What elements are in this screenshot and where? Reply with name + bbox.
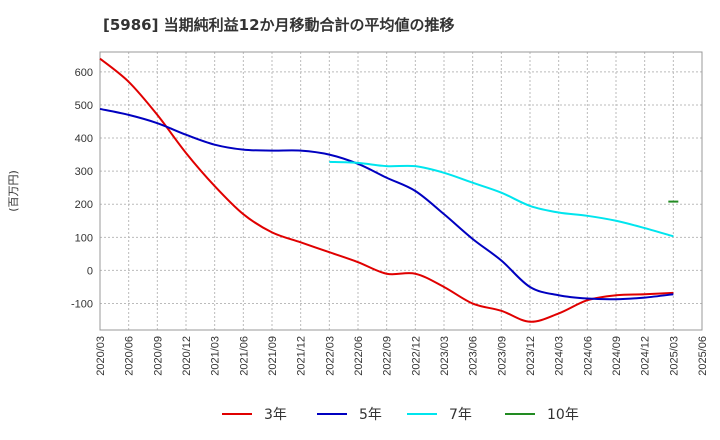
x-tick-label: 2020/03 [95,336,107,376]
x-tick-label: 2024/09 [611,336,623,376]
y-axis-ticks: -100 0 100 200 300 400 500 600 [71,67,93,311]
x-tick-label: 2022/12 [410,336,422,376]
chart-title: [5986] 当期純利益12か月移動合計の平均値の推移 [103,16,455,34]
series-line-0 [99,57,674,323]
x-tick-label: 2023/03 [439,336,451,376]
x-tick-label: 2020/06 [124,336,136,376]
series-line-2 [329,160,674,238]
y-tick-label: 300 [75,166,93,178]
x-tick-label: 2023/12 [525,336,537,376]
y-tick-label: 200 [75,199,93,211]
x-tick-label: 2022/03 [324,336,336,376]
legend-label: 3年 [264,407,287,423]
x-tick-label: 2025/06 [697,336,709,376]
y-tick-label: 400 [75,133,93,145]
y-tick-label: 500 [75,100,93,112]
x-tick-label: 2022/06 [353,336,365,376]
legend-label: 5年 [359,407,382,423]
x-tick-label: 2024/06 [582,336,594,376]
y-tick-label: -100 [71,299,93,311]
x-tick-label: 2024/12 [640,336,652,376]
legend-label: 7年 [449,407,472,423]
series-lines [99,57,679,323]
plot-area [99,51,703,331]
legend: 3年 5年 7年 10年 [222,407,579,423]
x-tick-label: 2021/03 [210,336,222,376]
y-tick-label: 600 [75,67,93,79]
y-axis-label: (百万円) [7,170,20,212]
x-tick-label: 2021/06 [238,336,250,376]
x-tick-label: 2025/03 [668,336,680,376]
grid-lines [100,52,702,330]
x-axis-ticks: 2020/03 2020/06 2020/09 2020/12 2021/03 2021/… [95,336,709,376]
x-tick-label: 2021/12 [296,336,308,376]
x-tick-label: 2020/09 [152,336,164,376]
y-tick-label: 100 [75,232,93,244]
x-tick-label: 2020/12 [181,336,193,376]
legend-label: 10年 [547,407,579,423]
series-line-1 [99,107,674,301]
y-tick-label: 0 [87,265,93,277]
x-tick-label: 2024/03 [554,336,566,376]
x-tick-label: 2022/09 [382,336,394,376]
x-tick-label: 2023/09 [496,336,508,376]
x-tick-label: 2023/06 [468,336,480,376]
x-tick-label: 2021/09 [267,336,279,376]
